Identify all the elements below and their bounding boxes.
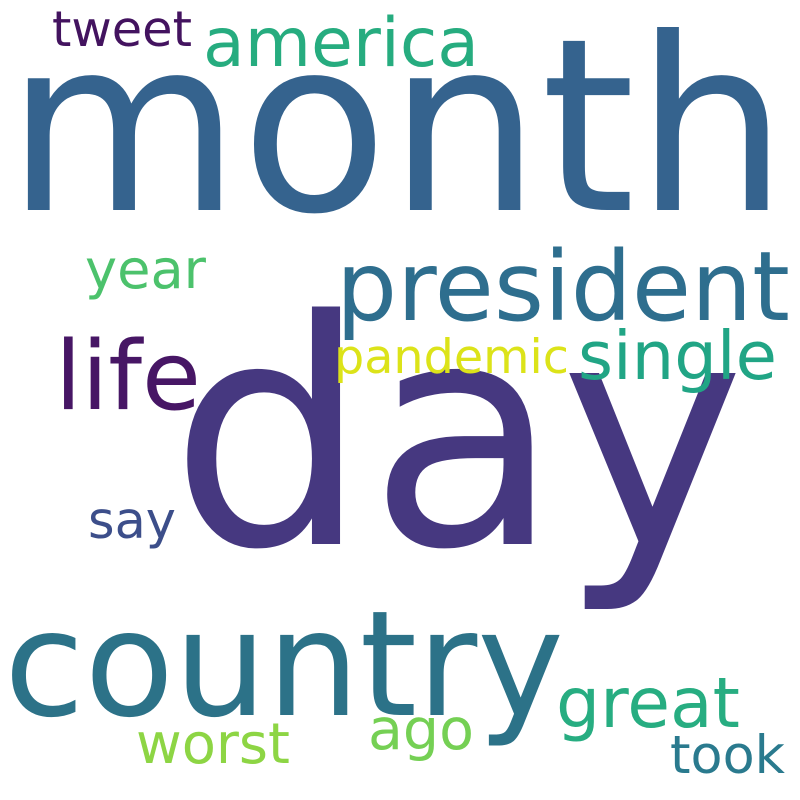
word-worst: worst [136,712,290,778]
word-great: great [556,663,740,745]
word-day: day [170,253,745,618]
word-tweet: tweet [52,0,192,58]
word-president: president [336,230,790,343]
word-ago: ago [368,697,474,764]
word-say: say [88,492,176,552]
word-life: life [55,319,201,432]
word-took: took [670,725,785,787]
word-year: year [85,237,206,301]
word-single: single [578,316,777,395]
word-america: america [203,4,479,84]
word-country: country [4,579,564,751]
word-pandemic: pandemic [334,329,569,385]
word-month: month [6,0,788,268]
